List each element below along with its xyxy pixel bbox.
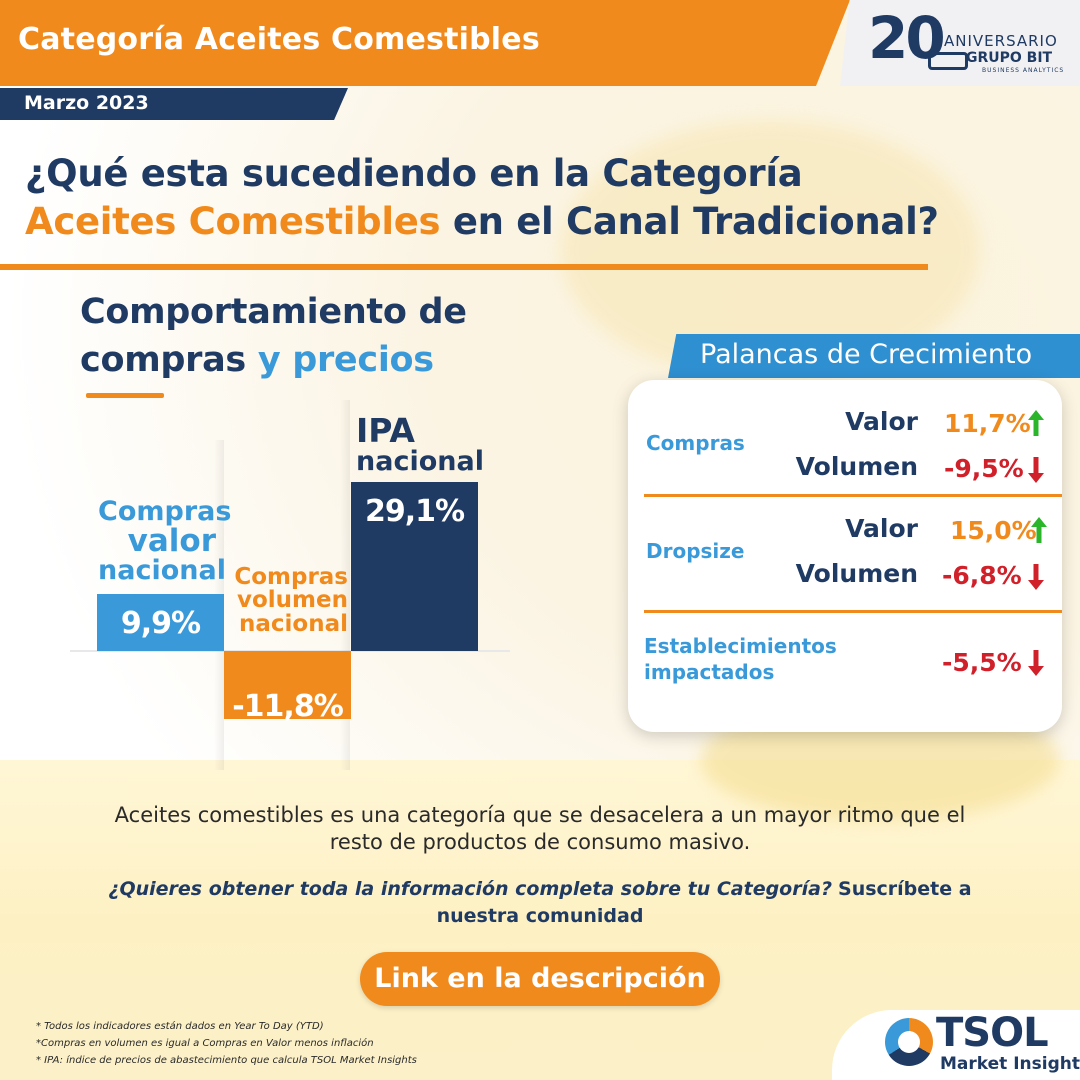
group-label-dropsize: Dropsize bbox=[646, 539, 745, 563]
cta-question: ¿Quieres obtener toda la información com… bbox=[108, 878, 832, 900]
kpi-bar-chart: 9,9% -11,8% 29,1% Compras valor nacional… bbox=[0, 400, 540, 800]
arrow-down-icon bbox=[1028, 564, 1044, 590]
bar-compras-valor: 9,9% bbox=[97, 593, 224, 651]
tsol-logo-box bbox=[832, 1010, 1080, 1080]
bar-label-line: valor bbox=[127, 522, 216, 559]
metric-label: Volumen bbox=[795, 452, 918, 481]
bar-label-line: nacional bbox=[239, 610, 348, 637]
section-title-highlight: y precios bbox=[245, 340, 434, 380]
anniversary-logo bbox=[840, 0, 1080, 86]
arrow-up-icon bbox=[1028, 410, 1044, 436]
column-shadow bbox=[340, 400, 350, 770]
metric-label: Valor bbox=[845, 407, 918, 436]
bar-label-line: nacional bbox=[98, 555, 226, 587]
anniversary-word: ANIVERSARIO bbox=[944, 32, 1058, 50]
header-bar bbox=[0, 0, 850, 86]
metric-value: -5,5% bbox=[942, 648, 1022, 677]
palancas-card bbox=[628, 380, 1062, 732]
bar-label-ipa: IPA nacional bbox=[356, 414, 484, 475]
section-title-word: compras bbox=[80, 340, 246, 380]
arrow-up-icon bbox=[1031, 517, 1047, 543]
metric-label: Volumen bbox=[795, 559, 918, 588]
header-title: Categoría Aceites Comestibles bbox=[18, 22, 540, 57]
headline-line-2: Aceites Comestibles en el Canal Tradicio… bbox=[25, 200, 939, 243]
metric-value: 11,7% bbox=[944, 409, 1031, 438]
tsol-logo-icon-center bbox=[898, 1031, 920, 1053]
date-bar bbox=[0, 88, 348, 120]
footnote: *Compras en volumen es igual a Compras e… bbox=[36, 1038, 374, 1049]
bar-label-compras-volumen: Compras volumen nacional bbox=[228, 564, 348, 637]
description-line: Aceites comestibles es una categoría que… bbox=[114, 803, 966, 827]
grupo-bit-tagline: BUSINESS ANALYTICS bbox=[982, 67, 1065, 74]
bar-label-line: Compras bbox=[234, 564, 348, 590]
bar-value-label: 9,9% bbox=[120, 605, 201, 641]
bar-label-line: IPA bbox=[356, 411, 415, 450]
headline-rest: en el Canal Tradicional? bbox=[440, 200, 939, 243]
palancas-tab bbox=[668, 334, 1080, 378]
tsol-brand-sub: Market Insights bbox=[940, 1054, 1080, 1074]
metric-value: 15,0% bbox=[950, 516, 1037, 545]
footnote: * Todos los indicadores están dados en Y… bbox=[36, 1021, 324, 1032]
section-title-line-1: Comportamiento de bbox=[80, 292, 467, 332]
bar-label-line: volumen bbox=[237, 587, 348, 614]
tsol-brand-name: TSOL bbox=[936, 1010, 1049, 1056]
bar-value-label: -11,8% bbox=[232, 689, 344, 724]
description: Aceites comestibles es una categoría que… bbox=[110, 802, 970, 857]
section-title-line-2: compras y precios bbox=[80, 340, 434, 380]
arrow-down-icon bbox=[1028, 650, 1044, 676]
footnotes: * Todos los indicadores están dados en Y… bbox=[36, 1018, 417, 1069]
group-label-line: Establecimientos bbox=[644, 634, 837, 658]
palancas-divider bbox=[644, 610, 1062, 613]
bar-value-label: 29,1% bbox=[364, 494, 465, 530]
metric-label: Valor bbox=[845, 514, 918, 543]
bar-compras-volumen: -11,8% bbox=[224, 651, 351, 724]
arrow-down-icon bbox=[1028, 457, 1044, 483]
group-label-compras: Compras bbox=[646, 431, 745, 455]
anniversary-number: 20 bbox=[868, 4, 946, 72]
metric-value: -6,8% bbox=[942, 561, 1022, 590]
call-to-action: ¿Quieres obtener toda la información com… bbox=[100, 876, 980, 929]
date-label: Marzo 2023 bbox=[24, 92, 149, 114]
description-line: resto de productos de consumo masivo. bbox=[329, 830, 751, 855]
bar-label-compras-valor: Compras valor nacional bbox=[98, 496, 232, 587]
bar-ipa: 29,1% bbox=[351, 482, 478, 651]
group-label-line: impactados bbox=[644, 660, 775, 684]
bar-label-line: Compras bbox=[98, 496, 232, 527]
headline-highlight: Aceites Comestibles bbox=[25, 200, 441, 243]
link-button[interactable]: Link en la descripción bbox=[360, 952, 720, 1006]
cta-subscribe: Suscríbete a nuestra comunidad bbox=[436, 878, 972, 927]
metric-value: -9,5% bbox=[944, 454, 1024, 483]
headline-line-1: ¿Qué esta sucediendo en la Categoría bbox=[25, 152, 803, 195]
footnote: * IPA: índice de precios de abastecimien… bbox=[36, 1055, 417, 1066]
palancas-title: Palancas de Crecimiento bbox=[700, 339, 1033, 370]
grupo-bit-brand: GRUPO BIT bbox=[966, 50, 1053, 66]
group-label-establecimientos: Establecimientos impactados bbox=[644, 633, 837, 685]
headline-divider bbox=[0, 264, 928, 270]
palancas-divider bbox=[644, 494, 1062, 497]
grupo-bit-logo-icon bbox=[928, 52, 968, 70]
bar-label-line: nacional bbox=[356, 445, 484, 477]
section-underline bbox=[86, 393, 164, 398]
